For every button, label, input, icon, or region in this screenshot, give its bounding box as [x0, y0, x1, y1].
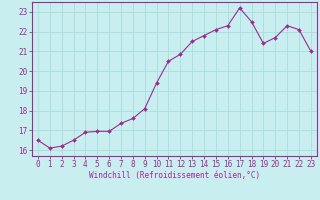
X-axis label: Windchill (Refroidissement éolien,°C): Windchill (Refroidissement éolien,°C)	[89, 171, 260, 180]
